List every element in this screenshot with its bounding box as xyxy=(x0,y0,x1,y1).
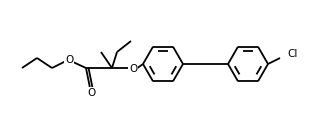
Text: Cl: Cl xyxy=(287,49,297,59)
Text: O: O xyxy=(129,64,137,74)
Text: O: O xyxy=(65,55,73,65)
Text: O: O xyxy=(87,88,95,98)
